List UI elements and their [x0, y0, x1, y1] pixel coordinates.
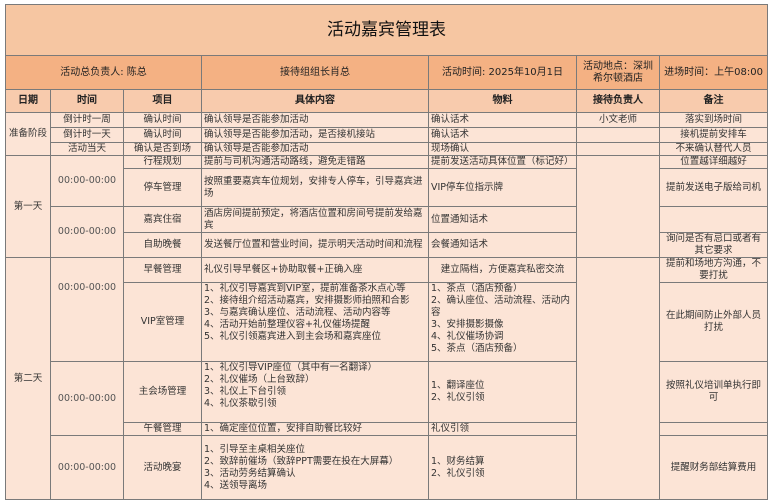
time-cell: 倒计时一天 [50, 127, 124, 143]
col-header-owner: 接待负责人 [576, 89, 660, 113]
note-cell: 提醒财务部结算费用 [658, 435, 769, 500]
table-row: 00:00-00:00 主会场管理 1、礼仪引导VIP座位（其中有一名翻译） 2… [6, 361, 769, 436]
item-cell: 早餐管理 [123, 257, 202, 283]
material-cell: 礼仪引领 [428, 422, 577, 436]
note-cell: 提前发送电子版给司机 [658, 168, 769, 207]
item-cell: 行程规划 [123, 155, 202, 169]
note-cell [658, 206, 769, 233]
item-cell: 确认时间 [123, 112, 202, 128]
material-cell: 1、翻译座位 2、礼仪引领 [428, 361, 577, 423]
content-cell: 按照重要嘉宾车位规划，安排专人停车，引导嘉宾进场 [201, 168, 429, 207]
time-cell: 00:00-00:00 [50, 155, 124, 207]
col-header-note: 备注 [658, 89, 769, 113]
note-cell: 按照礼仪培训单执行即可 [658, 361, 769, 423]
reception-lead: 接待组组长肖总 [201, 55, 429, 90]
note-cell: 在此期间防止外部人员打扰 [658, 282, 769, 362]
guest-management-table: 活动嘉宾管理表 活动总负责人: 陈总 接待组组长肖总 活动时间: 2025年10… [4, 4, 769, 500]
note-cell: 询问是否有忌口或者有其它要求 [658, 232, 769, 258]
content-cell: 确认领导是否能参加活动 [201, 112, 429, 128]
time-cell: 活动当天 [50, 142, 124, 156]
owner-cell [576, 155, 660, 258]
material-cell: 提前发送活动具体位置（标记好） [428, 155, 577, 169]
owner-cell: 小文老师 [576, 112, 660, 128]
content-cell: 1、礼仪引导VIP座位（其中有一名翻译） 2、礼仪催场（上台致辞） 3、礼仪上下… [201, 361, 429, 423]
table-row: 第一天 00:00-00:00 行程规划 提前与司机沟通活动路线，避免走错路 提… [5, 155, 769, 258]
table-row: 活动当天 确认是否到场 确认领导是否能参加活动 现场确认 不来确认替代人员 [6, 142, 769, 156]
content-cell: 酒店房间提前预定，将酒店位置和房间号提前发给嘉宾 [201, 206, 429, 233]
note-cell: 接机提前安排车 [658, 127, 769, 143]
content-cell: 提前与司机沟通活动路线，避免走错路 [201, 155, 429, 169]
content-cell: 1、礼仪引导嘉宾到VIP室，提前准备茶水点心等 2、接待组介绍活动嘉宾，安排摄影… [201, 282, 429, 362]
table-row: 自助晚餐 发送餐厅位置和营业时间，提示明天活动时间和流程 会餐通知话术 询问是否… [6, 232, 769, 258]
time-cell: 00:00-00:00 [50, 435, 124, 500]
item-cell: 确认是否到场 [123, 142, 202, 156]
material-cell: 建立隔档，方便嘉宾私密交流 [428, 257, 577, 283]
entry-time: 进场时间：上午08:00 [658, 55, 769, 90]
item-cell: VIP室管理 [123, 282, 202, 362]
item-cell: 主会场管理 [123, 361, 202, 423]
note-cell: 提前和场地方沟通，不要打扰 [658, 257, 769, 283]
table-row: 午餐管理 1、确定座位位置，安排自助餐比较好 礼仪引领 [6, 422, 769, 436]
item-cell: 停车管理 [123, 168, 202, 207]
col-header-content: 具体内容 [201, 89, 429, 113]
table-row: VIP室管理 1、礼仪引导嘉宾到VIP室，提前准备茶水点心等 2、接待组介绍活动… [6, 282, 769, 362]
table-row: 00:00-00:00 活动晚宴 1、引导至主桌相关座位 2、致辞前催场（致辞P… [6, 435, 769, 500]
content-cell: 确认领导是否能参加活动 [201, 142, 429, 156]
material-cell: 会餐通知话术 [428, 232, 577, 258]
note-cell: 位置越详细越好 [658, 155, 769, 169]
material-cell: 位置通知话术 [428, 206, 577, 233]
material-cell: 现场确认 [428, 142, 577, 156]
item-cell: 自助晚餐 [123, 232, 202, 258]
material-cell: VIP停车位指示牌 [428, 168, 577, 207]
time-cell: 00:00-00:00 [50, 361, 124, 436]
owner-cell [576, 127, 660, 143]
time-cell: 00:00-00:00 [50, 257, 124, 362]
time-cell: 倒计时一周 [50, 112, 124, 128]
table-row: 00:00-00:00 嘉宾住宿 酒店房间提前预定，将酒店位置和房间号提前发给嘉… [6, 206, 769, 258]
date-cell: 准备阶段 [5, 112, 51, 156]
event-location: 活动地点：深圳希尔顿酒店 [576, 55, 660, 90]
item-cell: 活动晚宴 [123, 435, 202, 500]
material-cell: 1、茶点（酒店预备） 2、确认座位、活动流程、活动内容 3、安排摄影摄像 4、礼… [428, 282, 577, 362]
item-cell: 午餐管理 [123, 422, 202, 436]
content-cell: 确认领导是否能参加活动，是否接机接站 [201, 127, 429, 143]
col-header-item: 项目 [123, 89, 202, 113]
table-row: 第二天 00:00-00:00 早餐管理 礼仪引导早餐区+协助取餐+正确入座 建… [5, 257, 769, 500]
material-cell: 1、财务结算 2、礼仪引领 [428, 435, 577, 500]
event-lead: 活动总负责人: 陈总 [5, 55, 202, 90]
item-cell: 确认时间 [123, 127, 202, 143]
item-cell: 嘉宾住宿 [123, 206, 202, 233]
content-cell: 1、引导至主桌相关座位 2、致辞前催场（致辞PPT需要在投在大屏幕） 3、活动劳… [201, 435, 429, 500]
col-header-material: 物料 [428, 89, 577, 113]
date-cell: 第二天 [5, 257, 51, 500]
material-cell: 确认话术 [428, 127, 577, 143]
event-time: 活动时间: 2025年10月1日 [428, 55, 577, 90]
table-row: 停车管理 按照重要嘉宾车位规划，安排专人停车，引导嘉宾进场 VIP停车位指示牌 … [6, 168, 769, 207]
note-cell: 落实到场时间 [658, 112, 769, 128]
col-header-time: 时间 [50, 89, 124, 113]
page-title: 活动嘉宾管理表 [4, 4, 769, 56]
col-header-date: 日期 [5, 89, 51, 113]
date-cell: 第一天 [5, 155, 51, 258]
content-cell: 礼仪引导早餐区+协助取餐+正确入座 [201, 257, 429, 283]
table-row: 倒计时一天 确认时间 确认领导是否能参加活动，是否接机接站 确认话术 接机提前安… [6, 127, 769, 143]
time-cell: 00:00-00:00 [50, 206, 124, 258]
material-cell: 确认话术 [428, 112, 577, 128]
note-cell [658, 422, 769, 436]
content-cell: 1、确定座位位置，安排自助餐比较好 [201, 422, 429, 436]
owner-cell [576, 257, 660, 500]
note-cell: 不来确认替代人员 [658, 142, 769, 156]
owner-cell [576, 142, 660, 156]
content-cell: 发送餐厅位置和营业时间，提示明天活动时间和流程 [201, 232, 429, 258]
table-row: 准备阶段 倒计时一周 确认时间 确认领导是否能参加活动 确认话术 小文老师 落实… [5, 112, 769, 156]
